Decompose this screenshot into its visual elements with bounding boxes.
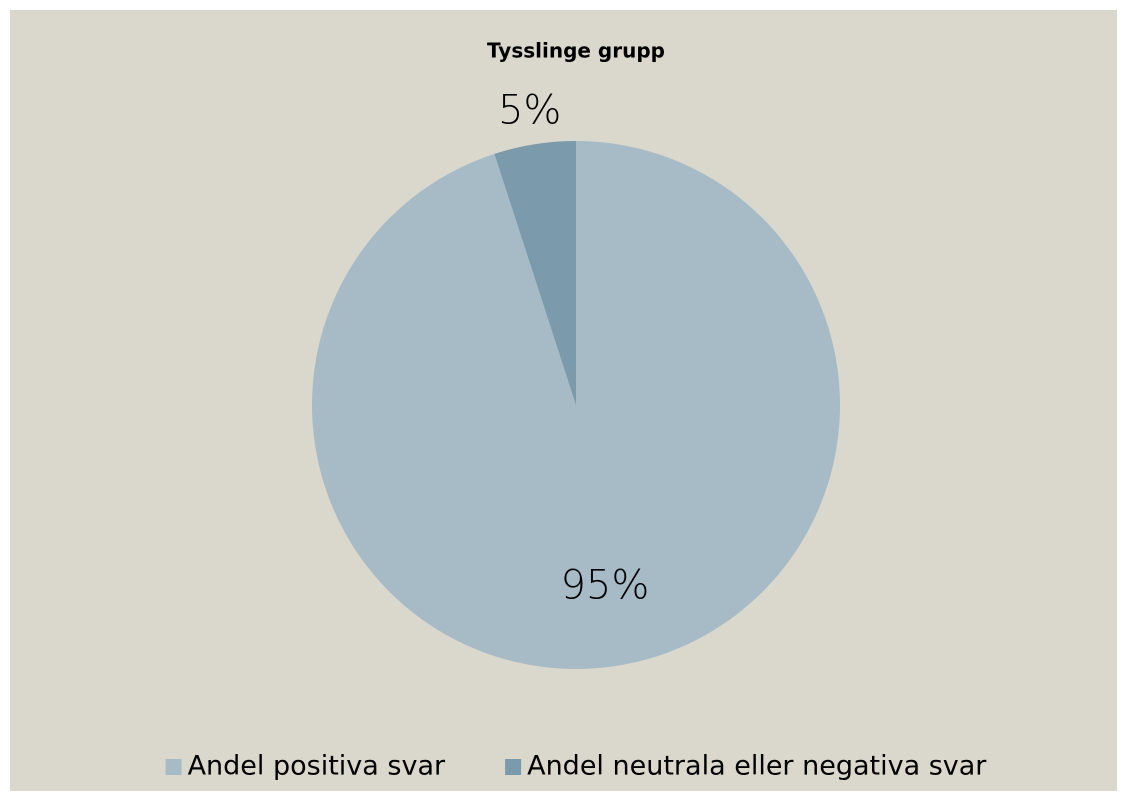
legend-swatch [165, 759, 182, 775]
legend-label: Andel positiva svar [188, 751, 446, 782]
chart-title: Tysslinge grupp [487, 39, 665, 63]
legend-label: Andel neutrala eller negativa svar [527, 751, 987, 782]
data-label: 5% [498, 88, 561, 134]
legend-swatch [505, 759, 522, 775]
pie-slice [494, 141, 576, 405]
data-label: 95% [560, 563, 649, 609]
